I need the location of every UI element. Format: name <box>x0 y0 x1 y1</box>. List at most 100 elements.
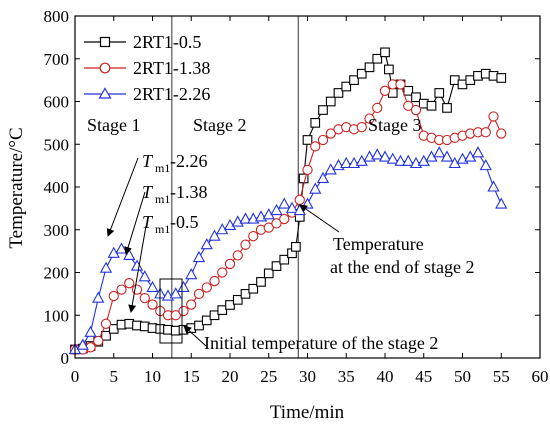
data-point-2rt1-1-38 <box>310 141 321 152</box>
legend-square-marker <box>99 36 111 48</box>
data-point-2rt1-0-5 <box>318 105 328 115</box>
data-point-2rt1-2-26 <box>378 150 392 162</box>
stage-2-start-box <box>159 278 183 344</box>
data-point-2rt1-2-26 <box>169 287 182 299</box>
data-point-2rt1-2-26 <box>285 201 299 213</box>
end-temp-label-line2: at the end of stage 2 <box>330 257 474 277</box>
data-point-2rt1-2-26 <box>371 148 384 160</box>
data-point-2rt1-0-5 <box>442 103 452 113</box>
data-point-2rt1-1-38 <box>294 194 305 205</box>
data-point-2rt1-0-5 <box>194 320 204 331</box>
data-point-2rt1-1-38 <box>93 335 104 347</box>
y-tick-label: 300 <box>44 221 70 240</box>
data-point-2rt1-0-5 <box>271 261 282 271</box>
x-tick-label: 30 <box>299 367 316 386</box>
data-point-2rt1-2-26 <box>146 280 159 293</box>
data-point-2rt1-0-5 <box>356 68 367 79</box>
data-point-2rt1-2-26 <box>84 325 97 337</box>
data-point-2rt1-1-38 <box>403 100 414 111</box>
data-point-2rt1-2-26 <box>223 218 237 231</box>
data-point-2rt1-0-5 <box>279 254 290 265</box>
data-point-2rt1-2-26 <box>76 338 89 350</box>
end-temp-label-line1: Temperature <box>333 234 424 254</box>
data-point-2rt1-0-5 <box>380 47 390 58</box>
x-tick-label: 40 <box>377 367 394 386</box>
svg-text:T: T <box>142 151 154 171</box>
y-tick-label: 800 <box>44 7 70 26</box>
data-point-2rt1-1-38 <box>209 275 220 287</box>
data-point-2rt1-0-5 <box>248 283 259 294</box>
data-point-2rt1-1-38 <box>240 239 251 250</box>
data-point-2rt1-0-5 <box>403 85 414 96</box>
data-point-2rt1-2-26 <box>177 280 190 293</box>
x-axis-label: Time/min <box>270 402 345 423</box>
x-tick-label: 5 <box>110 367 119 386</box>
data-point-2rt1-2-26 <box>92 291 105 303</box>
initial-temp-arrow <box>183 325 207 347</box>
data-point-2rt1-1-38 <box>263 222 274 233</box>
data-point-2rt1-2-26 <box>495 197 508 209</box>
data-point-2rt1-2-26 <box>231 215 244 227</box>
data-point-2rt1-2-26 <box>402 154 415 166</box>
data-point-2rt1-1-38 <box>147 299 158 310</box>
data-point-2rt1-0-5 <box>349 75 359 85</box>
data-point-2rt1-0-5 <box>263 268 274 279</box>
data-point-2rt1-1-38 <box>170 310 181 321</box>
data-point-2rt1-2-26 <box>340 156 353 169</box>
data-point-2rt1-0-5 <box>434 88 445 98</box>
data-point-2rt1-1-38 <box>379 85 391 96</box>
svg-text:T: T <box>142 182 154 202</box>
data-point-2rt1-1-38 <box>201 282 212 293</box>
data-point-2rt1-1-38 <box>124 278 135 289</box>
data-point-2rt1-2-26 <box>99 261 113 273</box>
data-point-2rt1-1-38 <box>317 134 329 146</box>
x-tick-label: 50 <box>454 367 471 386</box>
data-point-2rt1-2-26 <box>440 150 454 162</box>
stage-3-label: Stage 3 <box>368 115 422 135</box>
y-tick-label: 600 <box>44 93 70 112</box>
data-point-2rt1-1-38 <box>108 290 119 302</box>
data-point-2rt1-1-38 <box>193 288 205 300</box>
svg-text:-2.26: -2.26 <box>170 151 208 171</box>
data-point-2rt1-2-26 <box>386 152 399 164</box>
legend-label-2rt1-1-38: 2RT1-1.38 <box>133 58 210 78</box>
legend-triangle-marker <box>98 87 112 99</box>
data-point-2rt1-1-38 <box>100 318 112 329</box>
tm1-0-5-label: T m1 -0.5 <box>142 212 199 236</box>
data-point-2rt1-2-26 <box>471 146 485 158</box>
end-stage-2-arrow <box>299 204 340 233</box>
data-point-2rt1-2-26 <box>433 146 446 158</box>
svg-text:-0.5: -0.5 <box>170 212 199 232</box>
data-point-2rt1-0-5 <box>256 277 266 287</box>
legend-entry-2rt1-1-38: 2RT1-1.38 <box>84 58 210 78</box>
svg-text:-1.38: -1.38 <box>170 182 208 202</box>
svg-text:m1: m1 <box>155 192 170 206</box>
y-tick-label: 100 <box>44 306 70 325</box>
data-point-2rt1-1-38 <box>480 127 491 138</box>
legend-label-2rt1-0-5: 2RT1-0.5 <box>133 32 201 52</box>
legend-label-2rt1-2-26: 2RT1-2.26 <box>133 84 210 104</box>
legend-entry-2rt1-2-26: 2RT1-2.26 <box>84 84 210 104</box>
data-point-2rt1-0-5 <box>240 289 251 299</box>
data-point-2rt1-1-38 <box>488 111 499 122</box>
data-point-2rt1-0-5 <box>217 305 228 315</box>
data-point-2rt1-2-26 <box>138 270 151 282</box>
data-point-2rt1-1-38 <box>217 267 228 278</box>
data-point-2rt1-1-38 <box>248 231 259 242</box>
data-point-2rt1-2-26 <box>394 154 407 166</box>
data-point-2rt1-0-5 <box>101 330 111 341</box>
data-point-2rt1-0-5 <box>372 53 383 64</box>
data-point-2rt1-1-38 <box>364 113 375 124</box>
data-point-2rt1-1-38 <box>116 284 127 295</box>
data-point-2rt1-1-38 <box>224 258 236 270</box>
data-point-2rt1-1-38 <box>302 164 313 176</box>
x-tick-label: 60 <box>532 367 549 386</box>
data-point-2rt1-2-26 <box>270 203 283 216</box>
data-point-2rt1-0-5 <box>325 96 336 107</box>
data-point-2rt1-1-38 <box>131 284 143 295</box>
x-tick-label: 15 <box>183 367 200 386</box>
data-point-2rt1-2-26 <box>208 229 221 241</box>
data-point-2rt1-2-26 <box>487 180 500 192</box>
legend: 2RT1-0.5 2RT1-1.38 2RT1-2.26 <box>84 32 210 104</box>
x-tick-label: 10 <box>144 367 161 386</box>
